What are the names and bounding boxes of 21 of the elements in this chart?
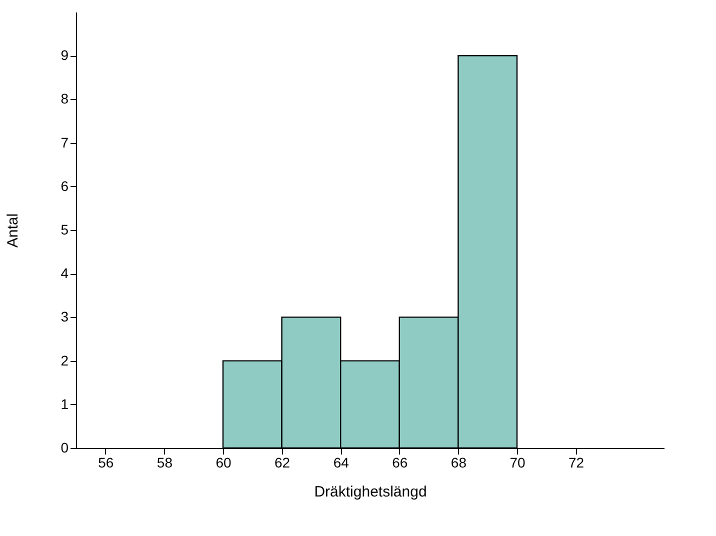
y-tick-label: 6 xyxy=(60,178,69,194)
y-tick-label: 5 xyxy=(60,222,69,238)
y-tick-label: 3 xyxy=(60,308,69,325)
x-tick-label: 70 xyxy=(510,454,526,470)
y-tick-label: 9 xyxy=(60,47,69,64)
y-tick-label: 2 xyxy=(60,352,69,368)
y-tick-label: 8 xyxy=(60,90,69,107)
x-axis-title: Dräktighetslängd xyxy=(314,484,427,500)
x-tick-label: 56 xyxy=(98,454,114,470)
x-tick-label: 66 xyxy=(392,454,408,470)
y-axis-title: Antal xyxy=(4,213,22,248)
x-tick-label: 60 xyxy=(216,454,232,470)
y-tick-label: 0 xyxy=(60,440,69,456)
x-tick-label: 64 xyxy=(333,454,350,470)
x-tick-label: 68 xyxy=(450,454,467,470)
y-tick-label: 7 xyxy=(60,134,69,150)
x-tick-label: 72 xyxy=(568,454,584,470)
x-tick-label: 58 xyxy=(156,454,173,470)
y-tick-label: 1 xyxy=(60,396,69,412)
y-tick-label: 4 xyxy=(60,265,69,282)
x-tick-label: 62 xyxy=(274,454,290,470)
